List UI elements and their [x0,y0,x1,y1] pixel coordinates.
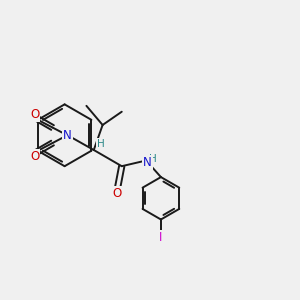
Text: O: O [30,108,39,121]
Text: H: H [149,154,157,164]
Text: H: H [97,139,105,149]
Text: N: N [143,156,152,169]
Text: O: O [113,187,122,200]
Text: O: O [30,150,39,163]
Text: I: I [159,231,163,244]
Text: N: N [63,129,72,142]
